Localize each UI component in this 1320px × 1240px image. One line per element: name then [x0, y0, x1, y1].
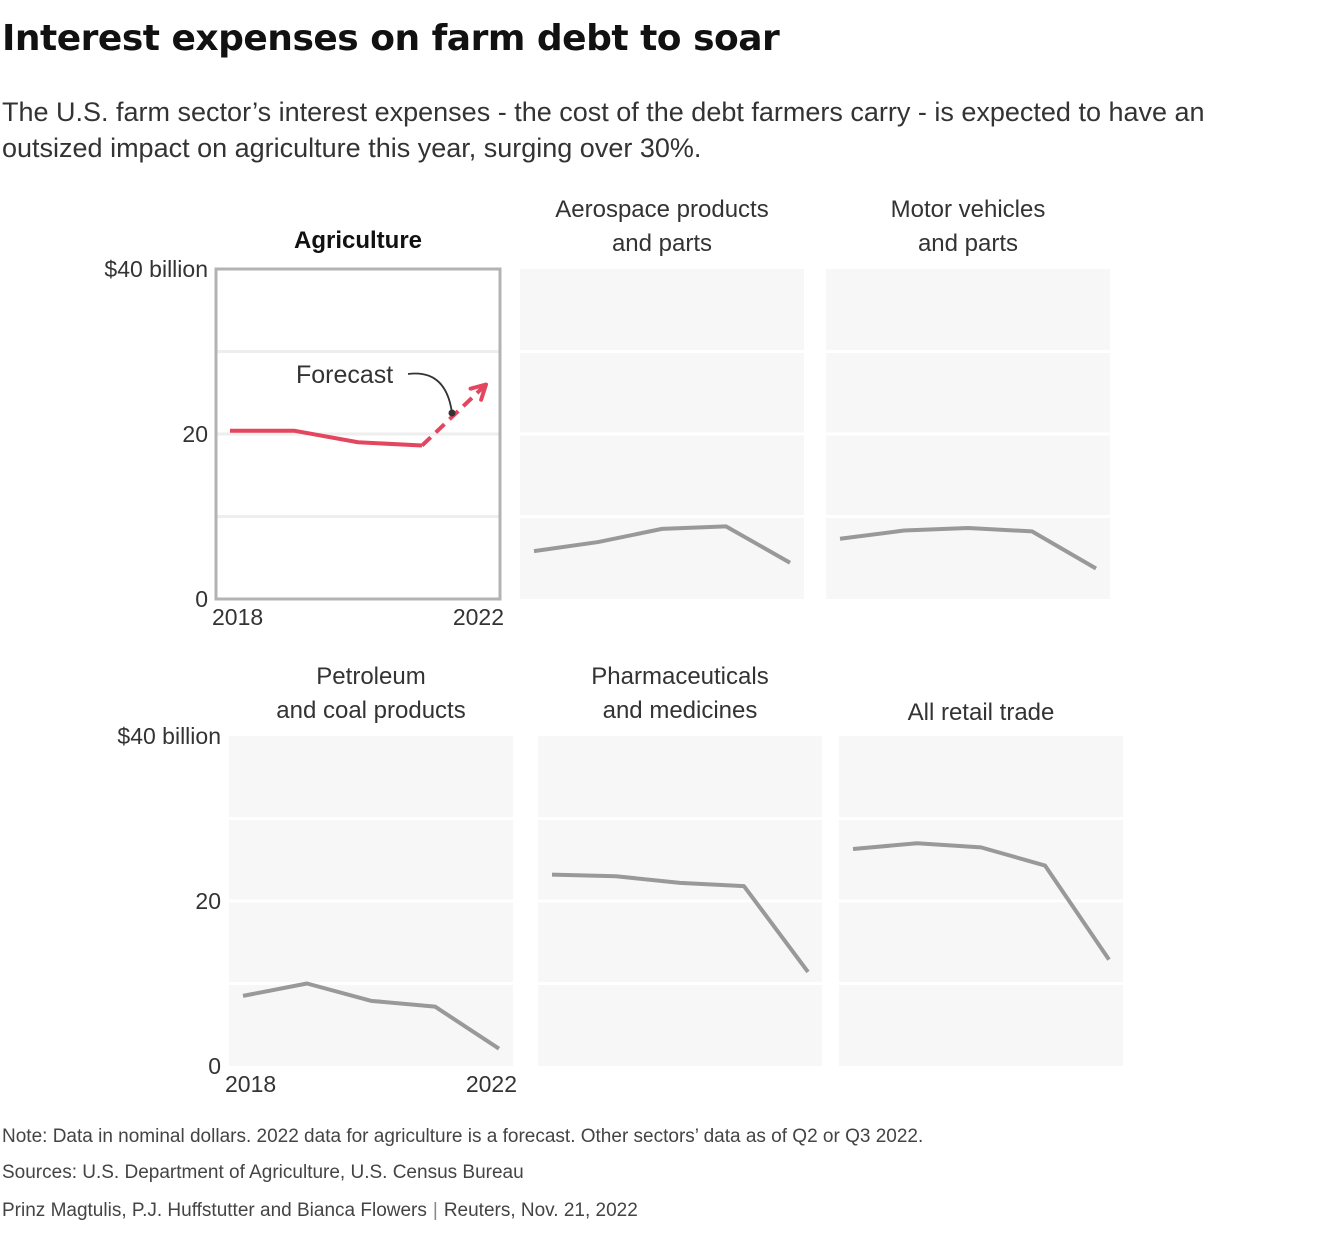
footer-authors: Prinz Magtulis, P.J. Huffstutter and Bia…	[2, 1200, 427, 1221]
x-tick-label: 2022	[466, 1071, 517, 1097]
y-tick-label: 0	[195, 586, 208, 612]
panel-title: and parts	[918, 230, 1018, 257]
footer-separator: |	[432, 1200, 438, 1221]
panel-title: and coal products	[276, 697, 465, 724]
panel-title: Motor vehicles	[891, 196, 1046, 223]
panel-title: Aerospace products	[555, 196, 768, 223]
forecast-annotation-label: Forecast	[296, 361, 393, 389]
x-tick-label: 2018	[225, 1071, 276, 1097]
forecast-arrowhead	[468, 382, 488, 402]
series-line	[839, 526, 1098, 571]
footer-outlet: Reuters, Nov. 21, 2022	[443, 1200, 638, 1221]
panel-title: Petroleum	[316, 663, 425, 690]
x-tick-label: 2018	[212, 604, 263, 630]
panel-title: and medicines	[603, 697, 758, 724]
chart-title: Interest expenses on farm debt to soar	[2, 18, 780, 59]
y-tick-label: $40 billion	[117, 723, 221, 749]
panel-title: and parts	[612, 230, 712, 257]
y-tick-label: 20	[182, 421, 208, 447]
footer-byline: Prinz Magtulis, P.J. Huffstutter and Bia…	[2, 1200, 638, 1222]
y-tick-label: 0	[208, 1053, 221, 1079]
series-line	[533, 524, 791, 565]
forecast-annotation-leader	[407, 372, 453, 414]
footer-sources: Sources: U.S. Department of Agriculture,…	[2, 1162, 524, 1183]
panel-highlight-border	[214, 267, 502, 601]
series-line	[242, 981, 501, 1051]
footer-note: Note: Data in nominal dollars. 2022 data…	[2, 1126, 924, 1147]
series-line	[852, 841, 1111, 961]
panel-title: All retail trade	[908, 699, 1055, 726]
y-tick-label: $40 billion	[104, 256, 208, 282]
series-line	[230, 428, 423, 448]
series-line	[551, 872, 810, 974]
panel-title: Agriculture	[294, 227, 422, 254]
panel-title: Pharmaceuticals	[591, 663, 768, 690]
chart-subtitle: The U.S. farm sector’s interest expenses…	[2, 97, 1205, 163]
x-tick-label: 2022	[453, 604, 504, 630]
forecast-annotation-dot	[448, 409, 456, 417]
y-tick-label: 20	[195, 888, 221, 914]
